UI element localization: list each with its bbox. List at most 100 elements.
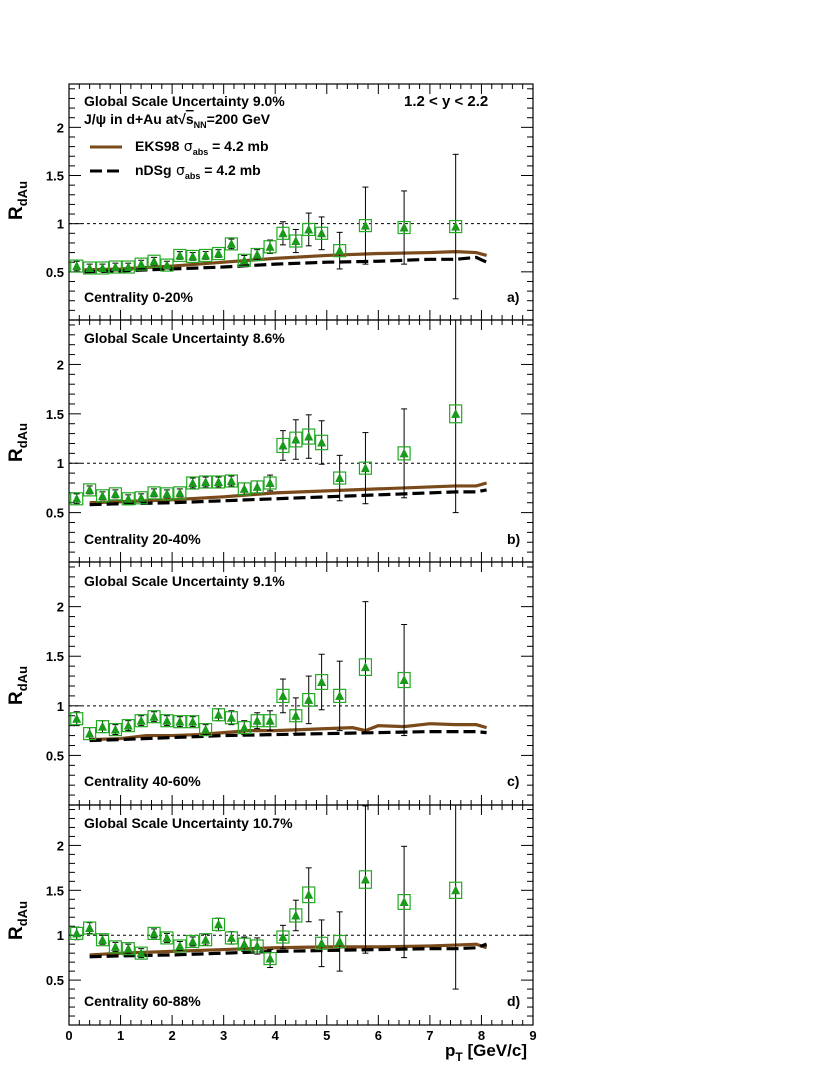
systematic-box [108,723,123,737]
data-point [237,720,251,736]
data-point [237,253,251,267]
data-point [199,723,213,737]
systematic-box [224,711,238,725]
systematic-box [95,261,110,275]
systematic-box [289,431,303,448]
systematic-box [333,934,347,949]
triangle-marker [399,896,409,906]
data-point [449,805,463,990]
systematic-box [173,715,187,729]
triangle-marker [188,716,198,726]
systematic-box [147,926,161,941]
centrality-label-a: Centrality 0-20% [84,289,193,305]
systematic-box [315,226,329,240]
triangle-marker [226,476,236,486]
data-point [108,940,123,954]
y-tick-label: 1.5 [46,169,64,184]
energy-value: =200 GeV [207,111,271,127]
systematic-box [108,260,123,274]
triangle-marker [85,484,95,494]
systematic-box [358,219,373,233]
triangle-marker [252,249,262,259]
x-tick-label: 1 [117,1028,124,1043]
systematic-box [302,428,316,445]
systematic-box [224,474,238,488]
triangle-marker [123,943,133,953]
triangle-marker [162,488,172,498]
triangle-marker [188,936,198,946]
triangle-marker [317,228,327,238]
panel-b: 0.5 1 1.5 2 [46,319,534,563]
ylabel-d-main: R [6,926,27,940]
data-point [289,228,303,254]
data-point [134,714,148,728]
triangle-marker [72,713,82,723]
data-point [83,483,97,497]
panel-a: 0.5 1 1.5 2 [46,83,534,321]
triangle-marker [291,910,301,920]
triangle-marker [136,715,146,725]
systematic-box [199,248,213,263]
systematic-box [186,934,200,949]
data-point [134,491,148,505]
data-point [289,697,303,735]
data-point [289,899,303,932]
x-tick-label: 2 [168,1028,175,1043]
triangle-marker [304,694,314,704]
triangle-marker [265,953,275,963]
systematic-box [449,881,463,899]
triangle-marker [201,476,211,486]
systematic-box [160,714,174,728]
systematic-box [121,492,135,506]
triangle-marker [149,256,159,266]
legend-eks98-name: EKS98 [135,138,180,154]
triangle-marker [98,934,108,944]
triangle-marker [188,477,198,487]
data-point [95,933,110,947]
triangle-marker [399,448,409,458]
data-point [315,653,329,711]
data-point [397,408,411,499]
triangle-marker [110,488,120,498]
systematic-box [358,461,373,475]
data-point [250,937,264,955]
data-point [224,931,238,945]
systematic-box [173,939,187,953]
triangle-marker [226,712,236,722]
x-tick-label: 4 [272,1028,280,1043]
data-point [173,486,187,500]
data-point [147,254,161,268]
triangle-marker [72,493,82,503]
triangle-marker [214,248,224,258]
centrality-label-d: Centrality 60-88% [84,993,201,1009]
systematic-box [302,886,316,904]
systematic-box [263,476,277,490]
systematic-box [276,226,290,240]
systematic-box [315,936,329,950]
y-tick-label: 2 [57,838,64,853]
systematic-box [173,486,187,500]
triangle-marker [85,923,95,933]
triangle-marker [317,677,327,687]
data-point [358,805,373,954]
data-point [302,867,316,923]
triangle-marker [317,938,327,948]
triangle-marker [265,715,275,725]
data-point [121,719,135,733]
systematic-box [211,246,226,261]
data-point [95,720,110,734]
triangle-marker [214,476,224,486]
systematic-box [211,708,226,722]
y-tick-label: 2 [57,357,64,372]
data-point [186,934,200,949]
ylabel-a: RdAu [6,181,30,220]
triangle-marker [265,241,275,251]
systematic-box [276,930,290,944]
y-tick-label: 1 [57,217,64,232]
triangle-marker [123,262,133,272]
systematic-box [397,446,411,461]
triangle-marker [239,483,249,493]
triangle-marker [149,487,159,497]
triangle-marker [162,260,172,270]
systematic-box [276,437,290,454]
